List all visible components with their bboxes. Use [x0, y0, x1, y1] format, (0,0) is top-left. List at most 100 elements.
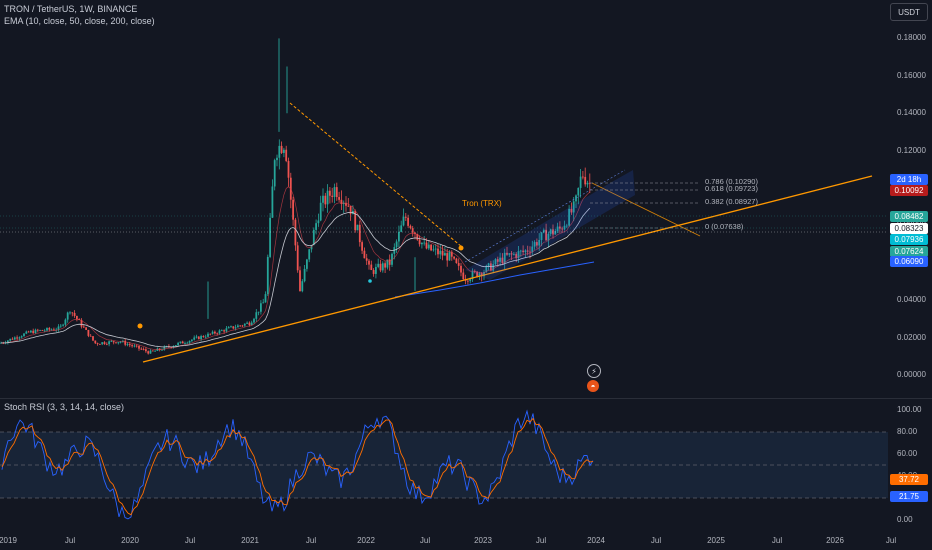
candle-body: [384, 263, 386, 268]
candle-body: [73, 312, 76, 316]
candle-body: [232, 326, 235, 329]
support-trendline: [142, 175, 873, 363]
candle-body: [375, 266, 377, 274]
candle-body: [531, 246, 534, 252]
candle-body: [239, 325, 242, 327]
candle-body: [257, 311, 260, 313]
candle-body: [103, 342, 106, 344]
ema200-line: [394, 261, 595, 298]
candle-body: [110, 341, 113, 342]
candle-body: [82, 326, 85, 328]
candle-body: [140, 348, 143, 350]
candle-body: [87, 329, 90, 336]
candle-body: [377, 263, 380, 267]
candle-body: [441, 250, 444, 256]
time-tick: Jul: [771, 536, 783, 545]
candle-body: [356, 224, 359, 231]
candle-body: [427, 244, 430, 249]
price-tick: 0.00000: [897, 370, 926, 379]
candle-body: [255, 312, 258, 319]
oscillator-tick: 80.00: [897, 427, 918, 436]
candle-body: [115, 342, 117, 344]
candle-body: [480, 273, 483, 277]
candle-body: [266, 256, 269, 295]
price-tag: 0.07936: [890, 234, 928, 245]
candle-body: [407, 217, 409, 226]
candle-body: [0, 342, 2, 344]
candle-body: [526, 250, 529, 252]
candle-body: [319, 202, 322, 221]
candle-body: [533, 242, 536, 247]
candle-body: [517, 251, 520, 258]
candle-body: [154, 350, 156, 352]
candle-body: [292, 199, 294, 220]
candle-body: [71, 312, 74, 314]
candle-body: [340, 199, 343, 204]
candle-body: [381, 263, 384, 271]
candle-body: [455, 258, 458, 264]
candle-body: [386, 259, 389, 268]
lightning-icon[interactable]: ⚡: [587, 364, 601, 378]
candle-body: [338, 197, 340, 200]
candle-body: [483, 272, 485, 277]
candle-body: [170, 346, 173, 348]
candle-body: [243, 323, 246, 326]
ema10-line: [1, 186, 591, 350]
candle-body: [556, 226, 559, 232]
candles: [0, 38, 591, 355]
price-tick: 0.02000: [897, 332, 926, 342]
candle-body: [349, 206, 352, 215]
candle-body: [59, 325, 62, 327]
candle-body: [342, 202, 345, 204]
channel-midline: [464, 169, 626, 263]
candle-body: [179, 341, 182, 343]
candle-body: [135, 345, 138, 347]
candle-body: [197, 336, 200, 340]
candle-body: [450, 251, 453, 257]
currency-button[interactable]: USDT: [890, 3, 928, 21]
candle-body: [432, 249, 435, 251]
candle-body: [283, 149, 285, 153]
candle-body: [264, 294, 267, 303]
price-tick: 0.16000: [897, 70, 926, 80]
price-tick: 0.04000: [897, 295, 926, 305]
candle-body: [485, 265, 488, 273]
candle-body: [195, 336, 198, 338]
candle-body: [253, 318, 255, 323]
time-tick: Jul: [650, 536, 662, 545]
time-tick: Jul: [305, 536, 317, 545]
candle-body: [570, 208, 573, 213]
time-tick: 2024: [587, 536, 605, 545]
candle-body: [584, 176, 587, 185]
candle-body: [214, 331, 216, 334]
candle-body: [57, 326, 60, 330]
candle-body: [13, 337, 16, 340]
candle-body: [430, 244, 432, 251]
price-tag: 0.06090: [890, 256, 928, 267]
flag-icon[interactable]: ◓: [587, 380, 599, 392]
candle-body: [416, 234, 419, 240]
pivot-marker: [137, 323, 143, 329]
candle-body: [43, 330, 46, 332]
candle-body: [379, 263, 382, 271]
candle-body: [62, 324, 64, 326]
candle-body: [365, 258, 368, 261]
candle-body: [126, 344, 129, 345]
candle-body: [211, 331, 214, 334]
candle-body: [471, 271, 474, 280]
candle-body: [25, 331, 28, 334]
candle-body: [487, 263, 490, 266]
candle-body: [225, 328, 228, 332]
oscillator-title: Stoch RSI (3, 3, 14, 14, close): [4, 402, 125, 412]
candle-body: [50, 329, 53, 331]
candle-body: [119, 341, 122, 343]
candle-body: [23, 333, 25, 337]
time-tick: Jul: [535, 536, 547, 545]
price-tag: 0.10092: [890, 185, 928, 196]
symbol-title: TRON / TetherUS, 1W, BINANCE: [4, 4, 138, 14]
stoch-d-line: [1, 417, 594, 516]
candle-body: [522, 250, 524, 253]
candle-body: [246, 322, 248, 324]
candle-body: [230, 326, 232, 328]
